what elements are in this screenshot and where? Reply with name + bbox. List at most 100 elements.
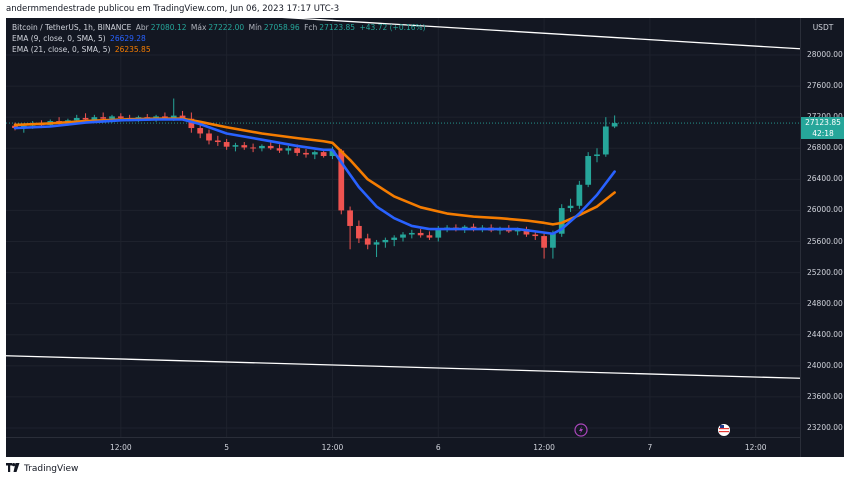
candle[interactable] — [426, 231, 433, 240]
price-tick-label: 25200.00 — [807, 267, 843, 277]
legend-close-value: 27123.85 — [319, 23, 356, 32]
candle-body — [232, 145, 239, 147]
candle[interactable] — [250, 143, 256, 153]
time-tick-label: 5 — [224, 443, 230, 452]
candle[interactable] — [267, 142, 274, 150]
candle-body — [100, 117, 107, 119]
candle[interactable] — [382, 237, 389, 248]
candle-body — [179, 115, 186, 119]
candle-body — [382, 239, 389, 243]
candle[interactable] — [197, 123, 204, 139]
time-tick-label: 12:00 — [321, 443, 344, 452]
legend-ema21-row[interactable]: EMA (21, close, 0, SMA, 5) 26235.85 — [12, 44, 428, 55]
candle-body — [532, 234, 539, 237]
ema9-value: 26629.28 — [110, 34, 146, 43]
candle[interactable] — [400, 232, 406, 242]
ema9-line[interactable] — [13, 118, 616, 236]
time-axis[interactable]: 12:00 5 12:00 6 12:00 7 12:00 — [6, 437, 800, 457]
candle-body — [259, 145, 265, 149]
candle[interactable] — [391, 235, 398, 247]
price-tick-label: 24800.00 — [807, 298, 843, 308]
candle-body — [188, 118, 195, 129]
candle[interactable] — [602, 117, 609, 157]
plot-area[interactable] — [6, 18, 800, 437]
candle-body — [197, 128, 204, 134]
candle[interactable] — [594, 148, 600, 163]
candle-body — [267, 145, 274, 149]
ema21-line[interactable] — [13, 117, 616, 226]
candle[interactable] — [356, 220, 362, 244]
candle[interactable] — [576, 180, 583, 209]
candle[interactable] — [408, 229, 415, 239]
candle[interactable] — [259, 144, 265, 152]
legend-ema9-row[interactable]: EMA (9, close, 0, SMA, 5) 26629.28 — [12, 33, 428, 44]
legend-ohlc-row: Bitcoin / TetherUS, 1h, BINANCE Abr 27080… — [12, 22, 428, 33]
ema21-value: 26235.85 — [114, 45, 151, 54]
candle-body — [303, 152, 309, 155]
candle[interactable] — [232, 142, 239, 152]
candle[interactable] — [276, 144, 283, 153]
candle[interactable] — [417, 229, 424, 238]
candle[interactable] — [347, 206, 353, 250]
price-tick-label: 27600.00 — [807, 81, 843, 91]
candle[interactable] — [311, 150, 318, 160]
candle[interactable] — [303, 149, 309, 158]
legend-open-label: Abr — [135, 23, 149, 32]
candle[interactable] — [550, 230, 556, 259]
candle[interactable] — [541, 232, 547, 259]
price-tick-label: 26000.00 — [807, 205, 843, 215]
price-tick-label: 26400.00 — [807, 174, 843, 184]
legend-high-value: 27222.00 — [208, 23, 245, 32]
price-tick-label: 27200.00 — [807, 112, 843, 121]
price-tick-label: 28000.00 — [807, 50, 843, 59]
us-flag-event-icon[interactable] — [718, 424, 730, 436]
candle[interactable] — [373, 239, 380, 258]
candle[interactable] — [223, 138, 230, 150]
candle-body — [523, 229, 530, 235]
candle[interactable] — [611, 115, 618, 129]
candle[interactable] — [285, 145, 292, 155]
candle-body — [241, 145, 248, 148]
candle-body — [391, 237, 398, 240]
candle-body — [602, 126, 609, 155]
price-tick-label: 23200.00 — [807, 423, 843, 432]
candle-body — [285, 148, 292, 151]
legend-close-label: Fch — [304, 23, 318, 32]
candle[interactable] — [241, 142, 248, 150]
candle-body — [594, 154, 600, 157]
publisher-line: andermmendestrade publicou em TradingVie… — [6, 4, 340, 14]
candle[interactable] — [214, 135, 221, 146]
footer-brand: TradingView — [24, 464, 79, 474]
chart-frame[interactable]: Bitcoin / TetherUS, 1h, BINANCE Abr 27080… — [6, 18, 844, 457]
candle[interactable] — [170, 98, 177, 122]
legend-low-value: 27058.96 — [263, 23, 300, 32]
price-tick-label: 25600.00 — [807, 236, 843, 246]
legend-high-label: Máx — [190, 23, 207, 32]
candle[interactable] — [523, 226, 530, 237]
legend-symbol: Bitcoin / TetherUS, 1h, BINANCE — [12, 23, 132, 32]
candle[interactable] — [558, 204, 565, 237]
currency-label[interactable]: USDT — [812, 23, 834, 32]
candle-body — [170, 115, 177, 118]
candle[interactable] — [206, 129, 212, 145]
trend-line[interactable] — [6, 355, 800, 379]
time-tick-label: 12:00 — [533, 443, 555, 452]
price-axis[interactable]: USDT 23200.00 23600.00 24000.00 24400.00 248… — [800, 18, 844, 457]
candle-body — [162, 116, 168, 118]
time-tick-label: 7 — [647, 443, 653, 452]
candle[interactable] — [364, 233, 371, 250]
candle[interactable] — [338, 149, 345, 215]
current-price-value: 27123.85 — [805, 118, 841, 128]
candle[interactable] — [567, 198, 574, 212]
trend-line[interactable] — [6, 18, 800, 50]
candle-body — [320, 152, 327, 157]
candle[interactable] — [585, 152, 592, 188]
footer: TradingView — [6, 463, 78, 475]
candle-body — [82, 117, 89, 120]
price-tick-label: 23600.00 — [807, 391, 843, 401]
lightning-event-icon[interactable] — [574, 423, 588, 437]
candle-body — [250, 147, 256, 149]
candle-body — [117, 116, 124, 118]
candle-body — [206, 133, 212, 141]
candle-body — [567, 205, 574, 209]
